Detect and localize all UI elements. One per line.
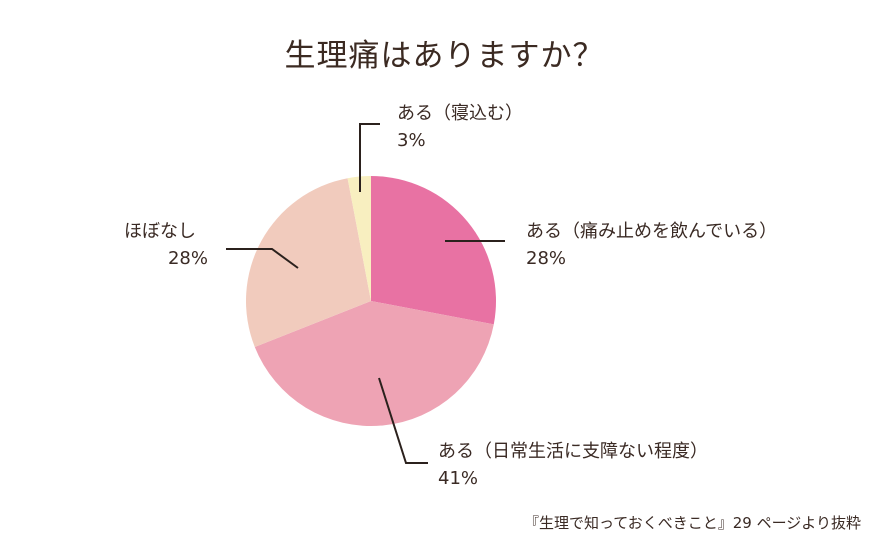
label-bedridden-pct: 3% <box>397 130 426 151</box>
label-bedridden: ある（寝込む） 3% <box>397 100 523 154</box>
leader-lines <box>226 123 505 464</box>
label-painkillers: ある（痛み止めを飲んでいる） 28% <box>526 218 777 272</box>
label-bedridden-name: ある（寝込む） <box>397 103 523 124</box>
pie-slice <box>254 301 494 427</box>
pie-slice <box>371 176 496 325</box>
chart-title: 生理痛はありますか？ <box>284 38 605 74</box>
leader-line-no-disruption <box>378 377 428 464</box>
label-no-disruption-pct: 41% <box>438 468 479 489</box>
pie-slices <box>245 176 496 427</box>
label-painkillers-pct: 28% <box>526 248 567 269</box>
leader-line-almost-none <box>226 248 299 269</box>
leader-line-bedridden <box>359 123 380 192</box>
label-almost-none-pct: 28% <box>167 248 208 269</box>
label-almost-none-name: ほぼなし <box>124 221 196 242</box>
pie-slice <box>347 176 371 301</box>
label-no-disruption: ある（日常生活に支障ない程度） 41% <box>438 438 708 492</box>
source-note: 『生理で知っておくべきこと』29 ページより抜粋 <box>523 514 861 532</box>
label-almost-none: ほぼなし 28% <box>110 218 208 272</box>
label-no-disruption-name: ある（日常生活に支障ない程度） <box>438 441 708 462</box>
label-painkillers-name: ある（痛み止めを飲んでいる） <box>526 221 778 242</box>
pie-slice <box>245 178 371 348</box>
